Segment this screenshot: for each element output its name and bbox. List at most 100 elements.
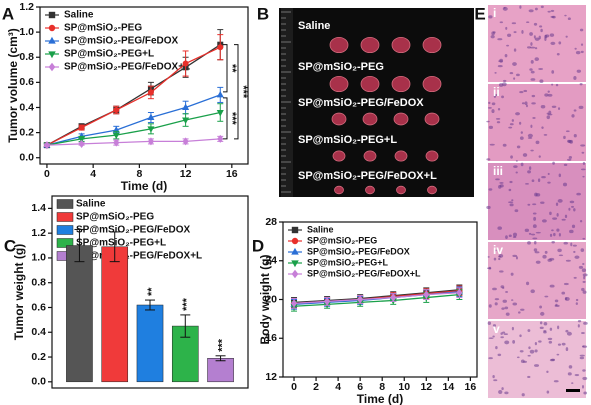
nucleus	[548, 340, 553, 344]
nucleus	[575, 302, 578, 306]
legend-label: Saline	[307, 224, 334, 234]
photo-label: SP@mSiO₂-PEG+L	[298, 134, 397, 146]
significance-bracket	[223, 97, 228, 140]
error-bar	[215, 355, 226, 362]
photo-label: SP@mSiO₂-PEG	[298, 61, 384, 73]
tumor	[425, 150, 439, 162]
nucleus	[565, 130, 570, 133]
nucleus	[486, 158, 491, 161]
nucleus	[534, 192, 538, 197]
nucleus	[549, 211, 552, 216]
series-line	[46, 94, 221, 146]
nucleus	[571, 224, 576, 229]
histology-label: iv	[493, 243, 503, 257]
nucleus	[534, 57, 540, 62]
nucleus	[494, 302, 498, 306]
nucleus	[570, 242, 573, 247]
nucleus	[530, 78, 536, 81]
nucleus	[555, 303, 558, 307]
nucleus	[515, 256, 518, 260]
nucleus	[527, 170, 531, 174]
significance-bracket	[223, 44, 228, 93]
nucleus	[582, 280, 586, 283]
nucleus	[534, 251, 540, 254]
nucleus	[503, 333, 509, 336]
nucleus	[535, 260, 541, 264]
nucleus	[486, 120, 490, 123]
nucleus	[495, 178, 500, 181]
nucleus	[543, 329, 547, 333]
nucleus	[574, 47, 577, 50]
nucleus	[528, 166, 532, 171]
y-axis-label: Body weight (g)	[258, 255, 272, 345]
nucleus	[568, 207, 571, 211]
x-tick-label: 6	[357, 381, 363, 393]
nucleus	[489, 143, 495, 146]
x-tick-label: 12	[180, 168, 192, 180]
nucleus	[583, 321, 588, 325]
nucleus	[544, 34, 550, 38]
legend-label: Saline	[76, 199, 106, 210]
nucleus	[527, 137, 533, 139]
y-tick-label: 0.8	[31, 276, 46, 288]
nucleus	[494, 249, 497, 252]
nucleus	[581, 287, 585, 292]
nucleus	[561, 291, 566, 295]
nucleus	[581, 151, 585, 154]
nucleus	[581, 332, 585, 335]
nucleus	[510, 155, 513, 159]
nucleus	[566, 158, 572, 161]
nucleus	[556, 228, 560, 232]
y-tick-label: 0.6	[19, 76, 34, 88]
nucleus	[550, 41, 556, 46]
tumor	[332, 150, 346, 162]
nucleus	[497, 226, 502, 230]
nucleus	[546, 370, 549, 374]
marker	[182, 103, 190, 110]
nucleus	[531, 102, 536, 105]
nucleus	[547, 10, 551, 13]
histology-image	[488, 5, 586, 82]
nucleus	[577, 320, 582, 323]
nucleus	[564, 214, 568, 219]
nucleus	[578, 265, 584, 269]
nucleus	[535, 140, 540, 145]
marker	[423, 290, 430, 299]
nucleus	[542, 254, 547, 259]
x-tick-label: 8	[379, 381, 385, 393]
nucleus	[577, 324, 580, 328]
nucleus	[516, 356, 520, 359]
nucleus	[583, 275, 586, 280]
nucleus	[573, 250, 576, 253]
nucleus	[512, 254, 518, 258]
nucleus	[541, 219, 547, 223]
nucleus	[580, 168, 586, 171]
y-tick-label: 1.4	[31, 202, 46, 214]
error-bar	[180, 314, 191, 338]
x-tick-label: 2	[313, 381, 319, 393]
photo-label: Saline	[298, 20, 330, 32]
panel-letter: C	[4, 236, 16, 255]
nucleus	[490, 35, 495, 39]
legend-label: SP@mSiO₂-PEG/FeDOX	[76, 225, 191, 236]
nucleus	[512, 302, 518, 306]
marker	[113, 138, 120, 147]
nucleus	[520, 308, 525, 311]
nucleus	[544, 250, 548, 254]
marker	[43, 141, 51, 150]
nucleus	[574, 373, 580, 377]
legend-label: SP@mSiO₂-PEG/FeDOX	[64, 36, 179, 47]
nucleus	[555, 83, 559, 87]
nucleus	[573, 276, 577, 279]
nucleus	[565, 259, 571, 262]
nucleus	[530, 70, 535, 74]
y-tick-label: 0.8	[19, 51, 34, 63]
nucleus	[547, 113, 553, 116]
nucleus	[562, 182, 568, 187]
nucleus	[491, 109, 495, 114]
legend-marker	[48, 36, 56, 44]
significance-label: ***	[226, 112, 238, 126]
legend-label: SP@mSiO₂-PEG+L	[64, 49, 154, 60]
nucleus	[499, 270, 504, 273]
tumor	[334, 185, 344, 195]
